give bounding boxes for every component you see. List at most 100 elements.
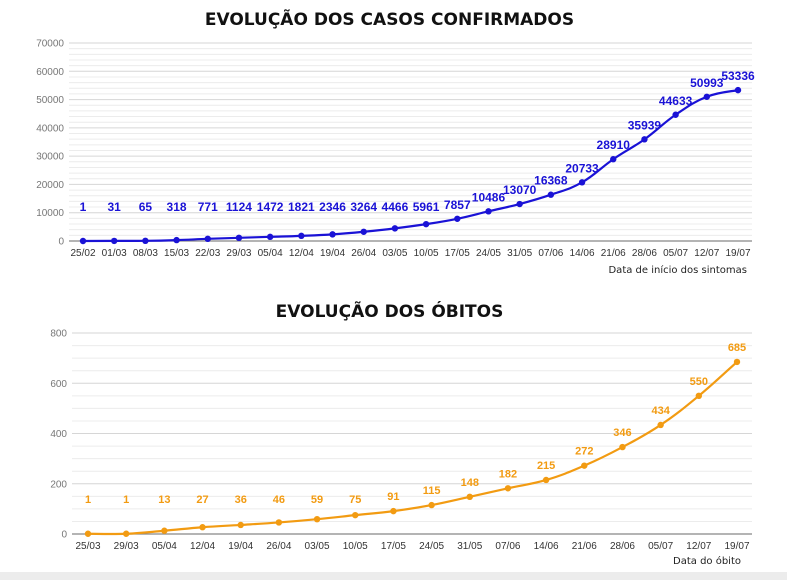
data-label: 13070 bbox=[503, 183, 537, 197]
x-tick-label: 19/04 bbox=[228, 541, 253, 552]
data-point bbox=[610, 156, 617, 163]
data-label: 35939 bbox=[628, 118, 662, 132]
data-point bbox=[360, 228, 367, 235]
data-label: 50993 bbox=[690, 76, 724, 90]
y-tick-label: 400 bbox=[50, 429, 67, 440]
x-tick-label: 03/05 bbox=[382, 248, 407, 259]
y-tick-label: 0 bbox=[58, 237, 64, 248]
x-tick-label: 12/04 bbox=[190, 541, 215, 552]
y-tick-label: 200 bbox=[50, 479, 67, 490]
data-point bbox=[161, 527, 168, 534]
y-tick-label: 70000 bbox=[36, 39, 64, 50]
data-label: 346 bbox=[613, 427, 631, 439]
x-axis-title: Data do óbito bbox=[673, 555, 741, 567]
data-point bbox=[733, 358, 741, 366]
data-label: 59 bbox=[311, 494, 323, 506]
data-point bbox=[703, 93, 711, 100]
data-point bbox=[390, 507, 397, 515]
x-tick-label: 26/04 bbox=[351, 248, 376, 259]
data-point bbox=[237, 521, 244, 529]
x-tick-label: 21/06 bbox=[572, 541, 597, 552]
data-label: 91 bbox=[387, 491, 399, 503]
series-line bbox=[82, 89, 739, 243]
x-tick-label: 29/03 bbox=[226, 248, 251, 259]
data-point bbox=[79, 237, 87, 245]
data-label: 10486 bbox=[472, 190, 506, 204]
data-label: 685 bbox=[728, 342, 746, 354]
data-point bbox=[428, 501, 435, 509]
data-point bbox=[504, 485, 512, 492]
x-tick-label: 08/03 bbox=[133, 248, 158, 259]
x-tick-label: 05/07 bbox=[663, 248, 688, 259]
y-tick-label: 60000 bbox=[36, 67, 64, 78]
data-label: 2346 bbox=[319, 200, 346, 214]
data-label: 1 bbox=[123, 494, 129, 506]
data-label: 75 bbox=[349, 494, 361, 506]
data-point bbox=[454, 215, 461, 222]
data-label: 1124 bbox=[226, 200, 252, 214]
data-label: 31 bbox=[108, 200, 122, 214]
data-label: 434 bbox=[651, 405, 670, 417]
x-tick-label: 31/05 bbox=[457, 541, 482, 552]
x-tick-label: 24/05 bbox=[476, 248, 501, 259]
data-label: 115 bbox=[423, 485, 441, 497]
data-point bbox=[422, 220, 430, 228]
data-point bbox=[352, 511, 359, 519]
y-tick-label: 20000 bbox=[36, 180, 64, 191]
data-point bbox=[578, 179, 586, 186]
data-point bbox=[485, 208, 492, 215]
x-tick-label: 15/03 bbox=[164, 248, 189, 259]
data-label: 318 bbox=[167, 200, 187, 214]
chart-title-deaths: EVOLUÇÃO DOS ÓBITOS bbox=[275, 302, 504, 322]
data-label: 3264 bbox=[350, 200, 377, 214]
x-tick-label: 17/05 bbox=[445, 248, 470, 259]
data-point bbox=[581, 462, 588, 469]
data-point bbox=[275, 519, 283, 526]
y-tick-label: 50000 bbox=[36, 95, 64, 106]
x-tick-label: 22/03 bbox=[195, 248, 220, 259]
data-label: 182 bbox=[499, 468, 517, 480]
data-label: 20733 bbox=[565, 161, 599, 175]
x-axis-title: Data de início dos sintomas bbox=[608, 264, 747, 276]
x-tick-label: 12/07 bbox=[686, 541, 711, 552]
data-label: 1821 bbox=[288, 200, 315, 214]
data-label: 1 bbox=[85, 494, 91, 506]
y-tick-label: 600 bbox=[50, 379, 67, 390]
x-tick-label: 17/05 bbox=[381, 541, 406, 552]
x-tick-label: 01/03 bbox=[102, 248, 127, 259]
x-tick-label: 19/04 bbox=[320, 248, 345, 259]
x-tick-label: 21/06 bbox=[601, 248, 626, 259]
x-tick-label: 12/04 bbox=[289, 248, 314, 259]
data-point bbox=[619, 443, 626, 451]
data-label: 28910 bbox=[597, 138, 631, 152]
x-tick-label: 07/06 bbox=[538, 248, 563, 259]
x-tick-label: 03/05 bbox=[305, 541, 330, 552]
data-point bbox=[235, 234, 243, 242]
data-label: 7857 bbox=[444, 198, 471, 212]
x-tick-label: 12/07 bbox=[694, 248, 719, 259]
x-tick-label: 28/06 bbox=[632, 248, 657, 259]
x-tick-label: 05/07 bbox=[648, 541, 673, 552]
data-point bbox=[516, 200, 523, 208]
x-tick-label: 28/06 bbox=[610, 541, 635, 552]
data-point bbox=[672, 111, 679, 118]
data-label: 46 bbox=[273, 494, 285, 506]
x-tick-label: 05/04 bbox=[152, 541, 177, 552]
data-label: 44633 bbox=[659, 94, 693, 108]
data-label: 13 bbox=[158, 494, 170, 506]
data-point bbox=[313, 515, 321, 523]
x-tick-label: 19/07 bbox=[724, 541, 749, 552]
data-label: 1 bbox=[80, 200, 87, 214]
y-tick-label: 30000 bbox=[36, 152, 64, 163]
data-point bbox=[298, 232, 305, 240]
y-tick-label: 0 bbox=[61, 530, 67, 541]
data-point bbox=[266, 233, 274, 241]
data-point bbox=[641, 136, 648, 143]
data-point bbox=[142, 237, 149, 245]
x-tick-label: 19/07 bbox=[725, 248, 750, 259]
series-line bbox=[87, 361, 738, 536]
data-point bbox=[329, 231, 336, 238]
x-tick-label: 10/05 bbox=[343, 541, 368, 552]
data-point bbox=[391, 225, 399, 232]
